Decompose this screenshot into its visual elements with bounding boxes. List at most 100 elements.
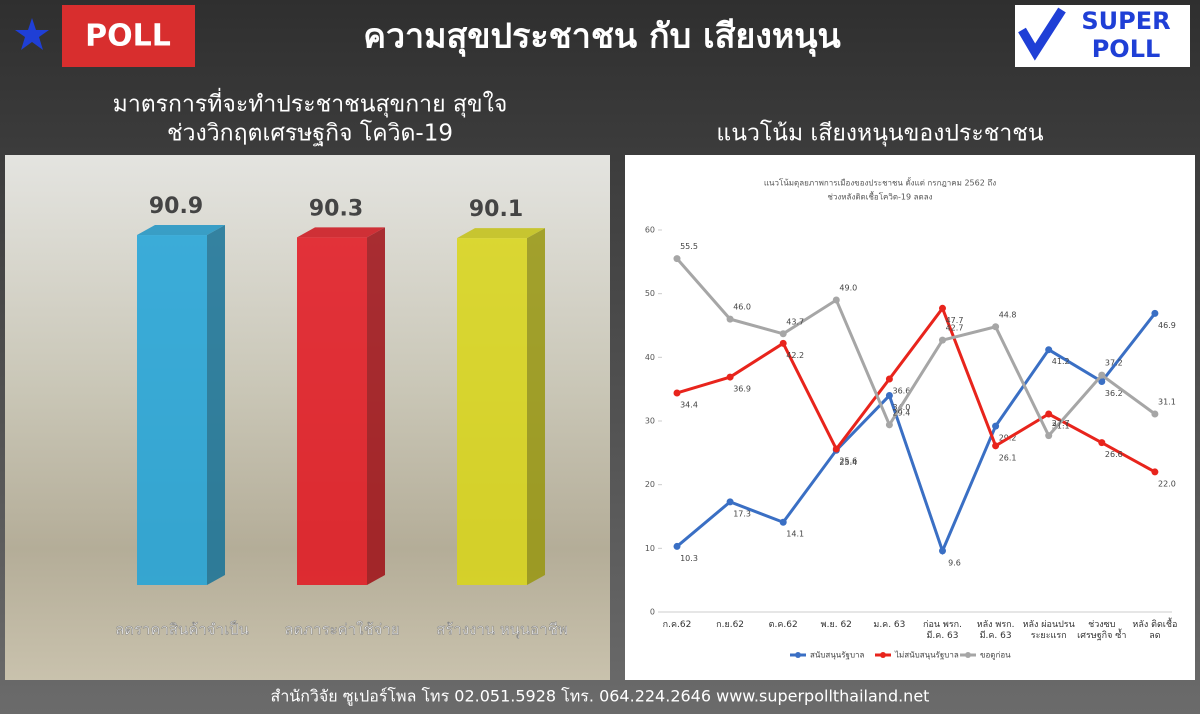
point	[939, 547, 946, 555]
legend-marker	[880, 652, 886, 658]
bar	[297, 237, 367, 585]
bar-subtitle: ช่วงวิกฤตเศรษฐกิจ โควิด-19	[167, 120, 453, 147]
data-label: 36.2	[1105, 389, 1123, 398]
bar-side	[527, 228, 545, 586]
x-tick-label: ลดราคาสินค้าจำเป็น	[115, 620, 249, 639]
legend-label: ไม่สนับสนุนรัฐบาล	[894, 651, 959, 660]
x-tick-label: ช่วงซบ เศรษฐกิจ ซ้ำ	[1077, 620, 1127, 641]
legend-marker	[795, 652, 801, 658]
data-label: 27.7	[1052, 419, 1070, 428]
line-heading: แนวโน้ม เสียงหนุนของประชาชน	[716, 120, 1043, 147]
bar	[137, 235, 207, 585]
data-label: 36.9	[733, 385, 751, 394]
page-title: ความสุขประชาชน กับ เสียงหนุน	[363, 17, 841, 58]
data-label: 42.2	[786, 351, 804, 360]
data-label: 36.6	[892, 386, 910, 395]
bar-side	[207, 225, 225, 585]
point	[992, 422, 1000, 430]
data-label: 14.1	[786, 530, 804, 539]
data-label: 26.1	[999, 453, 1017, 462]
footer: สำนักวิจัย ซูเปอร์โพล โทร 02.051.5928 โท…	[271, 687, 930, 707]
bar-top	[137, 225, 225, 236]
data-label: 55.5	[680, 242, 698, 251]
point	[1045, 410, 1053, 418]
legend-label: สนับสนุนรัฐบาล	[810, 651, 865, 660]
x-tick-label: หลัง ผ่อนปรน ระยะแรก	[1022, 620, 1075, 641]
data-label: 17.3	[733, 509, 751, 518]
data-label: 42.7	[946, 324, 964, 333]
data-label: 43.7	[786, 317, 804, 326]
legend-label: ขอดูก่อน	[980, 651, 1011, 661]
bar	[457, 238, 527, 586]
point	[726, 315, 734, 323]
point	[673, 542, 681, 550]
point	[1045, 346, 1053, 354]
point	[1098, 378, 1106, 386]
badge-text: POLL	[85, 19, 171, 54]
series-line	[676, 312, 1157, 556]
data-label: 25.4	[839, 458, 857, 467]
data-label: 44.8	[999, 310, 1017, 319]
x-tick-label: ต.ค.62	[768, 620, 798, 630]
point	[673, 389, 681, 397]
data-label: 26.6	[1105, 450, 1123, 459]
logo-bottom: POLL	[1092, 35, 1161, 63]
y-tick-label: 30	[645, 417, 655, 426]
series-line	[675, 257, 1156, 439]
point	[726, 373, 734, 381]
y-tick-label: 20	[645, 480, 655, 489]
x-tick-label: ก่อน พรก. มี.ค. 63	[923, 620, 962, 641]
series-line	[676, 305, 1156, 474]
data-label: 46.0	[733, 303, 751, 312]
point	[1151, 309, 1159, 317]
x-tick-label: หลัง พรก. มี.ค. 63	[976, 620, 1015, 641]
x-tick-label: พ.ย. 62	[820, 620, 852, 630]
value-label: 90.9	[149, 194, 203, 219]
point	[885, 375, 893, 383]
point	[1151, 410, 1159, 418]
data-label: 41.2	[1052, 357, 1070, 366]
line-panel	[625, 155, 1195, 680]
data-label: 46.9	[1158, 321, 1176, 330]
data-label: 37.2	[1105, 359, 1123, 368]
data-label: 9.6	[948, 558, 961, 567]
point	[992, 442, 1000, 450]
point	[832, 445, 840, 453]
bar-title: มาตรการที่จะทำประชาชนสุขกาย สุขใจ	[113, 88, 508, 118]
logo-check	[1018, 7, 1066, 61]
value-label: 90.3	[309, 196, 363, 221]
x-tick-label: ลดภาระค่าใช้จ่าย	[284, 621, 399, 639]
point	[939, 304, 946, 312]
y-tick-label: 50	[645, 289, 655, 298]
legend-marker	[965, 652, 971, 658]
y-tick-label: 10	[645, 544, 655, 553]
point	[779, 330, 787, 338]
x-tick-label: ม.ค. 63	[873, 620, 906, 630]
y-tick-label: 0	[650, 608, 655, 617]
point	[885, 392, 893, 400]
y-tick-label: 40	[645, 353, 655, 362]
data-label: 47.7	[946, 316, 964, 325]
x-tick-label: ก.ค.62	[662, 620, 692, 630]
point	[992, 323, 1000, 331]
point	[726, 498, 734, 506]
data-label: 49.0	[839, 284, 857, 293]
point	[1098, 371, 1106, 379]
line-title: แนวโน้มดุลยภาพการเมืองของประชาชน ตั้งแต่…	[764, 177, 996, 188]
bar-side	[367, 227, 385, 585]
point	[1098, 439, 1106, 447]
x-tick-label: หลัง ติดเชื้อลด	[1132, 620, 1178, 641]
point	[779, 339, 787, 347]
y-tick-label: 60	[645, 226, 655, 235]
point	[939, 336, 946, 344]
star-icon	[15, 18, 49, 50]
value-label: 90.1	[469, 197, 523, 222]
poll-badge	[62, 5, 195, 67]
line-subtitle: ช่วงหลังติดเชื้อโควิด-19 ลดลง	[827, 191, 932, 202]
data-label: 29.4	[892, 408, 910, 417]
point	[1151, 468, 1159, 476]
data-label: 34.4	[680, 400, 698, 409]
data-label: 22.0	[1158, 479, 1176, 488]
